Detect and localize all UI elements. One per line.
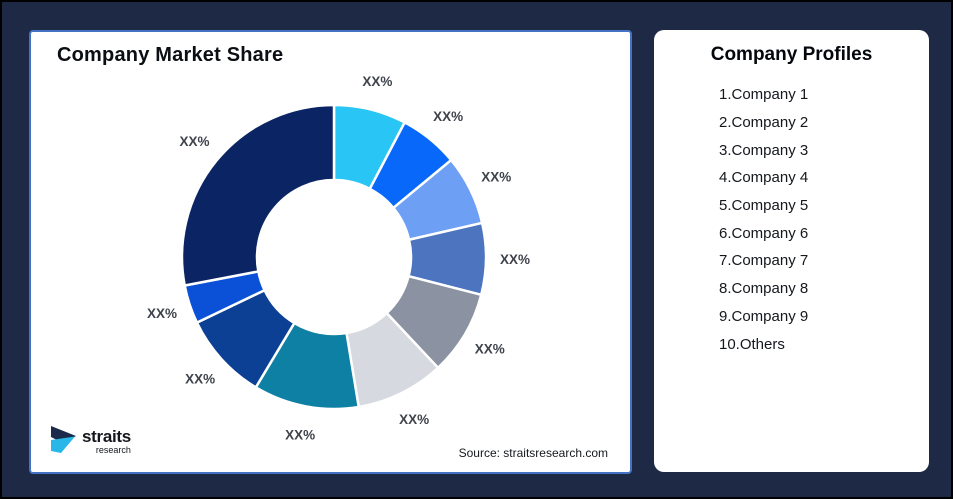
slice-percent-label: XX% bbox=[179, 134, 209, 149]
profiles-list: 1.Company 1 2.Company 2 3.Company 3 4.Co… bbox=[719, 81, 921, 358]
profile-list-item: 8.Company 8 bbox=[719, 280, 809, 298]
slice-percent-label: XX% bbox=[362, 74, 392, 89]
profile-list-item: 10.Others bbox=[719, 335, 785, 353]
profile-list-item: 9.Company 9 bbox=[719, 307, 809, 325]
straits-research-logo: straits research bbox=[51, 425, 131, 455]
profile-list-item: 2.Company 2 bbox=[719, 114, 809, 132]
market-share-panel: Company Market Share XX% XX% XX% XX% XX% XX% X… bbox=[29, 30, 632, 474]
profile-list-item: 5.Company 5 bbox=[719, 197, 809, 215]
slice-percent-label: XX% bbox=[500, 252, 530, 267]
profile-list-item: 4.Company 4 bbox=[719, 169, 809, 187]
market-share-donut-chart: XX% XX% XX% XX% XX% XX% XX% XX% XX% XX% bbox=[147, 74, 530, 442]
profile-list-item: 1.Company 1 bbox=[719, 86, 809, 104]
slice-percent-label: XX% bbox=[147, 306, 177, 321]
logo-text: straits research bbox=[82, 428, 131, 455]
company-profiles-panel: Company Profiles 1.Company 1 2.Company 2… bbox=[654, 30, 929, 472]
pie-slice-10 bbox=[180, 103, 336, 287]
logo-subtext: research bbox=[95, 445, 131, 455]
profile-list-item: 3.Company 3 bbox=[719, 141, 809, 159]
profile-list-item: 6.Company 6 bbox=[719, 224, 809, 242]
slice-percent-label: XX% bbox=[433, 109, 463, 124]
profile-list-item: 7.Company 7 bbox=[719, 252, 809, 270]
logo-wordmark: straits bbox=[82, 427, 131, 446]
slice-percent-label: XX% bbox=[481, 169, 511, 184]
chart-title: Company Market Share bbox=[57, 44, 284, 66]
profiles-title: Company Profiles bbox=[710, 44, 873, 65]
source-attribution: Source: straitsresearch.com bbox=[458, 446, 608, 460]
slice-percent-label: XX% bbox=[185, 371, 215, 386]
straits-logo-icon bbox=[51, 426, 76, 453]
slice-percent-label: XX% bbox=[399, 412, 429, 427]
slice-percent-label: XX% bbox=[285, 427, 315, 442]
slice-percent-label: XX% bbox=[475, 342, 505, 357]
